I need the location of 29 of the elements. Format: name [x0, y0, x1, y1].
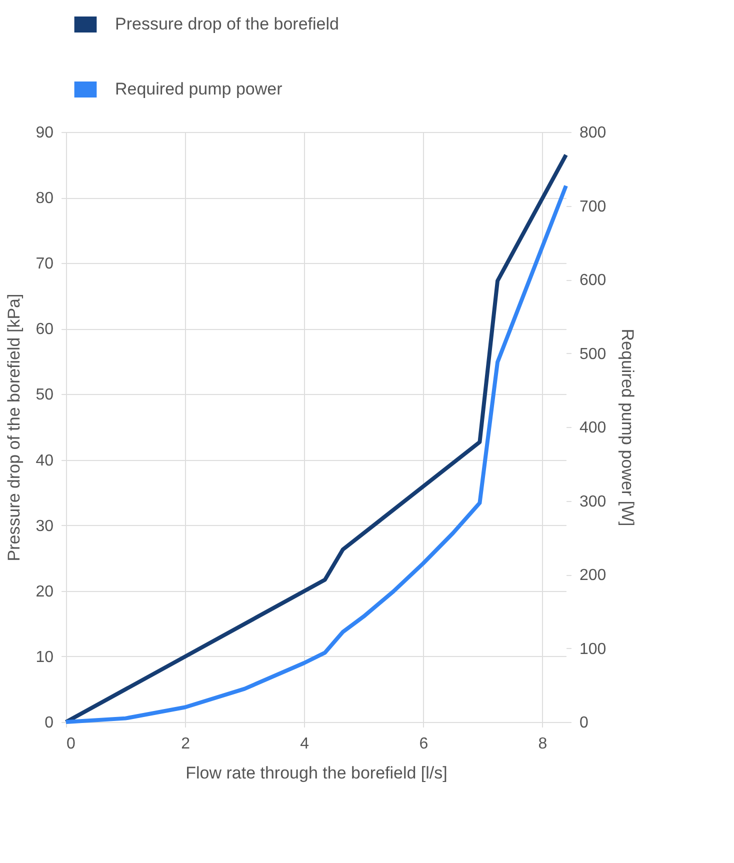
y-tick-label: 0 [44, 714, 54, 732]
x-axis-title: Flow rate through the borefield [l/s] [186, 764, 448, 782]
y-tick-label: 70 [36, 256, 54, 273]
x-tick-label: 8 [538, 736, 548, 752]
y-tick-label: 20 [36, 583, 54, 600]
y2-tick-label: 800 [580, 124, 606, 142]
y2-tick-label: 500 [580, 346, 606, 363]
legend-label: Required pump power [115, 80, 283, 98]
legend-label: Pressure drop of the borefield [115, 14, 339, 34]
y-tick-label: 60 [36, 321, 54, 338]
y2-tick-label: 300 [580, 493, 606, 510]
y-tick-label: 50 [36, 386, 54, 404]
y-tick-label: 10 [36, 648, 54, 666]
y2-tick-label: 400 [580, 420, 606, 436]
y2-tick-label: 0 [580, 714, 588, 732]
y2-tick-label: 600 [580, 272, 606, 289]
y2-tick-label: 100 [580, 640, 606, 658]
y-tick-label: 40 [36, 452, 54, 470]
y2-tick-label: 200 [580, 567, 606, 584]
y2-tick-label: 700 [580, 198, 606, 216]
y2-axis-title: Required pump power [W] [618, 328, 638, 526]
x-tick-label: 6 [419, 736, 428, 752]
x-tick-label: 4 [300, 736, 310, 752]
x-tick-label: 0 [66, 736, 76, 752]
y-axis-title: Pressure drop of the borefield [kPa] [4, 294, 24, 562]
y-tick-label: 80 [36, 190, 54, 208]
y-tick-label: 30 [36, 518, 54, 535]
x-tick-label: 2 [181, 736, 190, 752]
y-tick-label: 90 [36, 124, 54, 142]
